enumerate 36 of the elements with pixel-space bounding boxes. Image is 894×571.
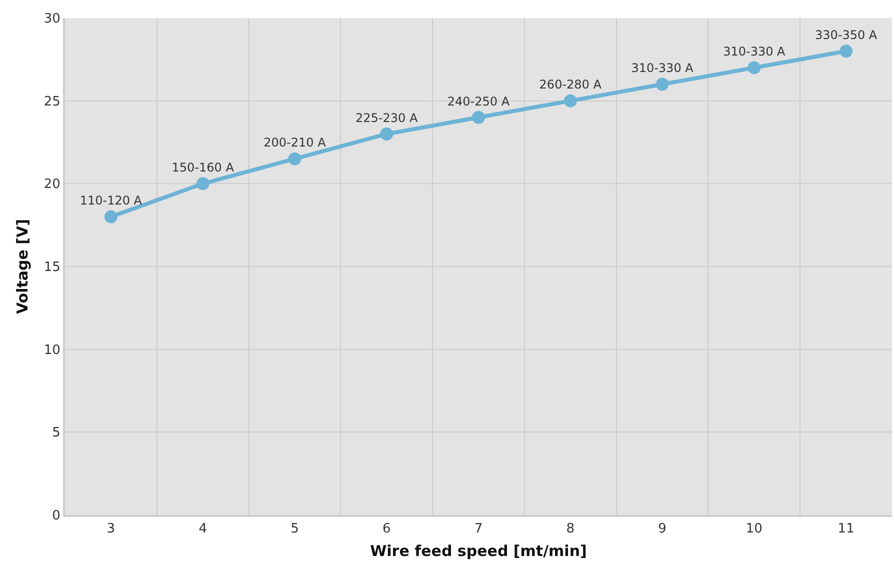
data-label: 150-160 A: [172, 160, 235, 175]
x-axis-title: Wire feed speed [mt/min]: [370, 542, 587, 560]
y-tick-label: 10: [44, 342, 60, 358]
data-label: 225-230 A: [356, 110, 418, 125]
y-tick-label: 20: [44, 177, 60, 192]
data-label: 110-120 A: [80, 194, 143, 208]
x-tick-label: 7: [474, 522, 483, 537]
y-tick-label: 0: [52, 508, 60, 524]
data-label: 260-280 A: [539, 78, 602, 92]
y-tick-label: 5: [52, 426, 60, 441]
point: [840, 44, 853, 58]
point: [748, 61, 761, 74]
x-tick-label: 3: [106, 522, 116, 537]
data-label: 310-330 A: [723, 44, 786, 59]
point: [196, 177, 210, 190]
y-axis-title: Voltage [V]: [14, 219, 32, 314]
y-tick-label: 25: [44, 94, 60, 110]
point: [380, 127, 394, 140]
x-tick-label: 11: [838, 522, 854, 537]
y-tick-label: 30: [44, 12, 60, 27]
x-tick-label: 9: [658, 522, 666, 537]
x-tick-label: 4: [198, 522, 207, 537]
y-tick-label: 15: [44, 260, 60, 276]
point: [656, 78, 669, 91]
point: [288, 152, 302, 166]
x-tick-label: 5: [290, 522, 299, 537]
data-label: 240-250 A: [447, 94, 510, 108]
point: [104, 210, 118, 224]
data-label: 310-330 A: [631, 61, 694, 76]
data-label: 200-210 A: [264, 136, 327, 150]
point: [472, 110, 485, 124]
x-tick-label: 10: [746, 522, 762, 537]
data-label: 330-350 A: [814, 28, 878, 42]
x-tick-label: 8: [566, 522, 575, 537]
x-tick-label: 6: [382, 522, 391, 537]
point: [564, 94, 577, 108]
